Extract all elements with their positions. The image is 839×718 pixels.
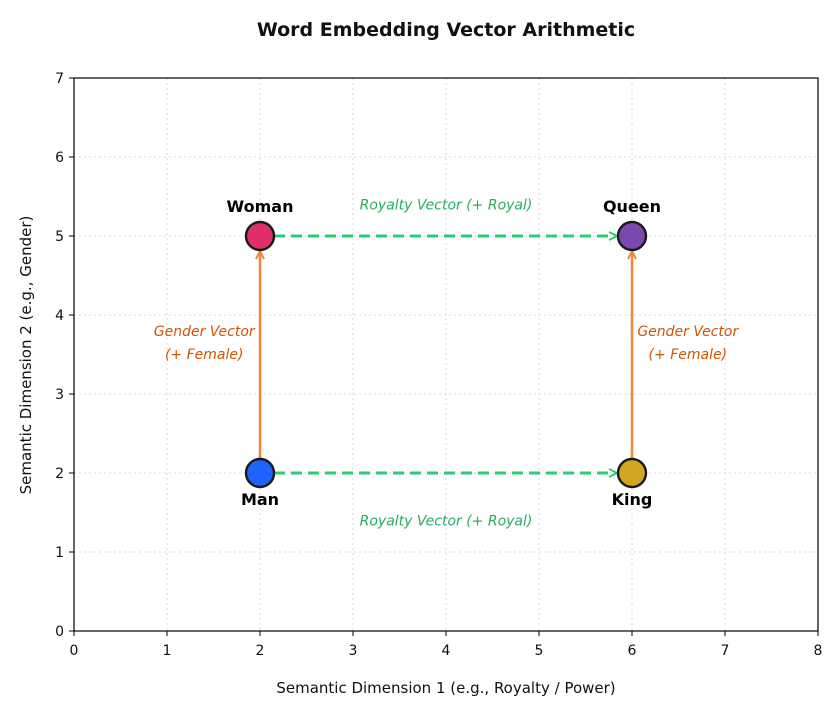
word-label-queen: Queen xyxy=(603,197,661,216)
y-tick-label: 1 xyxy=(55,545,64,561)
x-tick-label: 7 xyxy=(721,643,730,659)
chart-title: Word Embedding Vector Arithmetic xyxy=(257,19,635,41)
y-tick-label: 5 xyxy=(55,229,64,245)
vector-annotation: Gender Vector (+ Female) xyxy=(154,324,256,363)
y-tick-label: 2 xyxy=(55,466,64,482)
x-tick-label: 2 xyxy=(256,643,265,659)
points: Man King Woman Queen xyxy=(227,197,662,509)
x-tick-label: 1 xyxy=(163,643,172,659)
y-tick-label: 6 xyxy=(55,150,64,166)
x-tick-label: 8 xyxy=(814,643,823,659)
word-label-woman: Woman xyxy=(227,197,294,216)
x-tick-label: 4 xyxy=(442,643,451,659)
x-axis-label: Semantic Dimension 1 (e.g., Royalty / Po… xyxy=(276,679,615,697)
y-axis-label: Semantic Dimension 2 (e.g., Gender) xyxy=(17,216,35,495)
vector-annotation: Gender Vector (+ Female) xyxy=(637,324,739,363)
vector-arrows xyxy=(260,236,632,473)
word-point-man xyxy=(244,457,276,489)
vector-annotation: Royalty Vector (+ Royal) xyxy=(360,513,533,529)
annotations: Royalty Vector (+ Royal) Royalty Vector (… xyxy=(154,197,740,529)
x-tick-label: 6 xyxy=(628,643,637,659)
word-point-queen xyxy=(616,220,648,252)
word-point-king xyxy=(616,457,648,489)
x-tick-label: 0 xyxy=(70,643,79,659)
y-tick-label: 4 xyxy=(55,308,64,324)
y-tick-label: 7 xyxy=(55,71,64,87)
x-tick-label: 3 xyxy=(349,643,358,659)
ticks: 0 1 2 3 4 5 6 7 8 0 1 2 3 4 5 6 7 xyxy=(55,71,822,659)
word-label-king: King xyxy=(612,490,653,509)
vector-annotation: Royalty Vector (+ Royal) xyxy=(360,197,533,213)
y-tick-label: 3 xyxy=(55,387,64,403)
y-tick-label: 0 xyxy=(55,624,64,640)
word-label-man: Man xyxy=(241,490,279,509)
word-point-woman xyxy=(244,220,276,252)
x-tick-label: 5 xyxy=(535,643,544,659)
